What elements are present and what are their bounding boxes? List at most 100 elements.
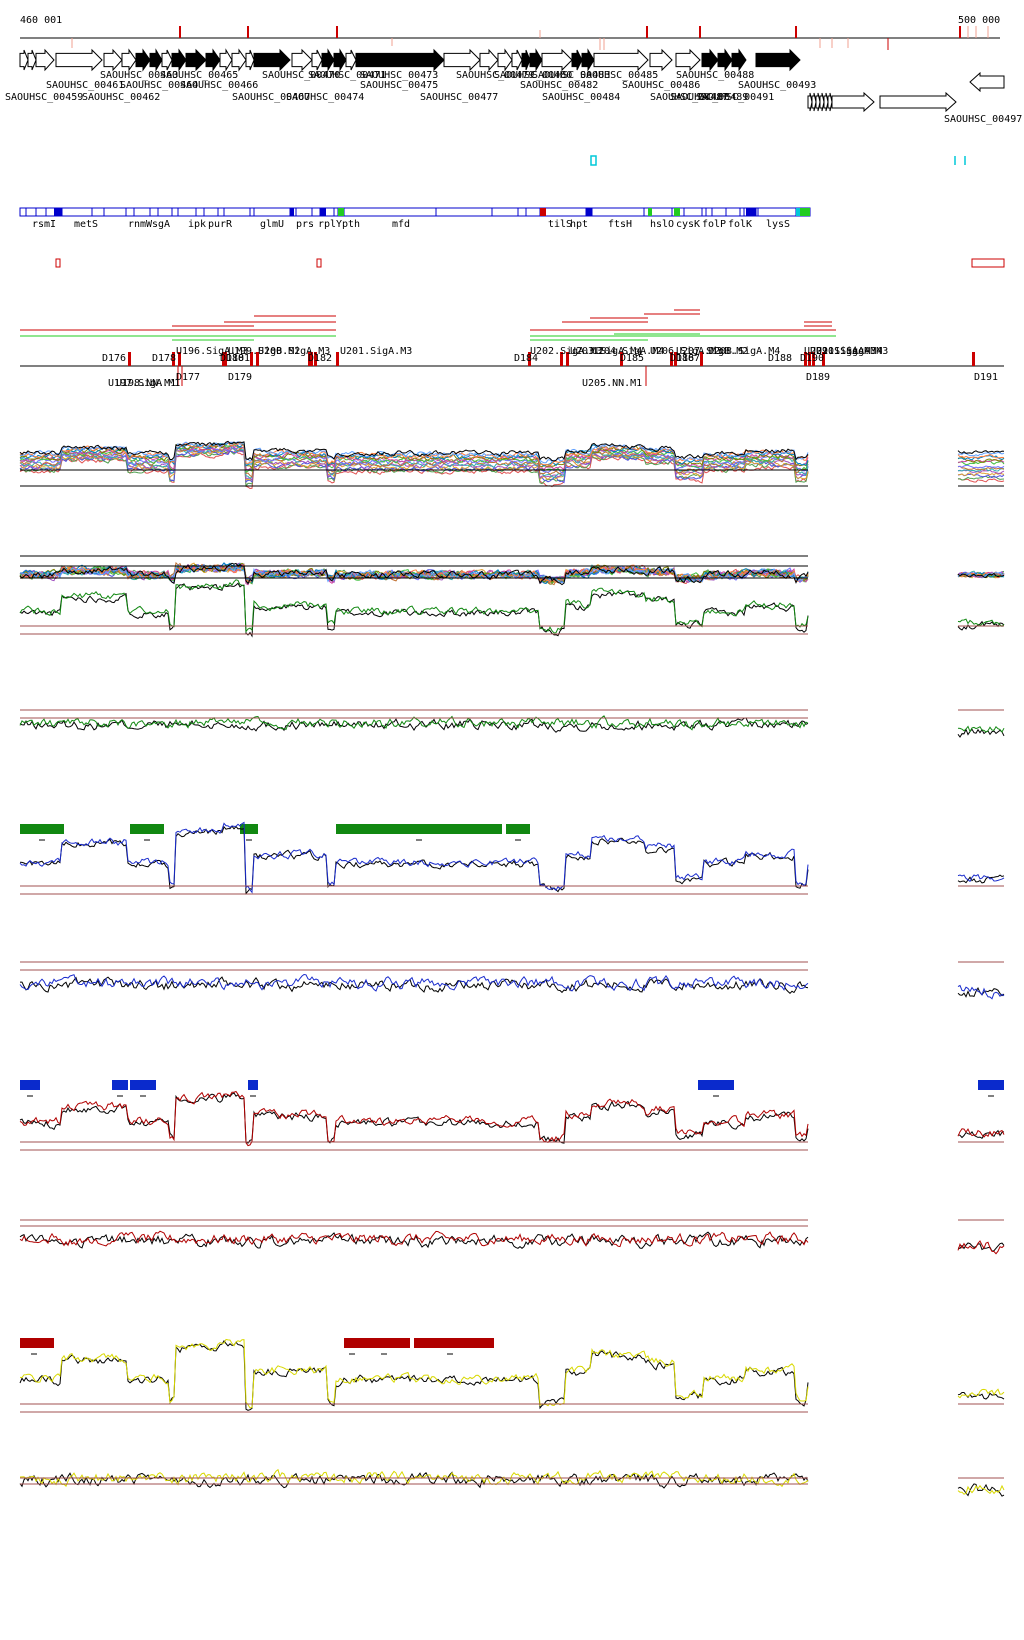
cds-strip xyxy=(19,207,811,217)
locus-tag-label: SAOUHSC_00485 xyxy=(580,70,658,81)
gene-name-label: hslO xyxy=(650,219,674,230)
signal-line xyxy=(19,1338,809,1409)
region-marker xyxy=(222,352,225,366)
region-marker xyxy=(700,352,703,366)
gene-arrow xyxy=(27,49,37,71)
region-u-label: U201.SigA.M3 xyxy=(340,346,412,357)
coordinate-ruler: 460 001 500 000 xyxy=(20,15,1000,50)
region-u-labels: U196.SigA.M3 U197.SigA.M1 U199.SigB.M2 U… xyxy=(108,346,888,389)
region-d-label: D177 xyxy=(176,372,200,383)
locus-tag-label: SAOUHSC_00480 xyxy=(494,70,572,81)
gene-name-label: rplY xyxy=(318,219,342,230)
signal-line xyxy=(19,821,809,894)
locus-tag-label: SAOUHSC_00487 xyxy=(650,92,728,103)
region-d-label: D176 xyxy=(102,353,126,364)
locus-tag-label: SAOUHSC_00488 xyxy=(676,70,754,81)
green-segment xyxy=(336,824,502,834)
gene-arrow-track xyxy=(19,48,1005,113)
gene-arrow xyxy=(823,92,829,112)
cds-highlight xyxy=(338,208,344,216)
cds-highlight xyxy=(54,208,62,216)
gene-arrow xyxy=(831,91,875,113)
green-segment xyxy=(506,824,530,834)
gene-arrow xyxy=(35,48,55,72)
multi-series-line-b xyxy=(19,563,809,584)
gene-name-labels: rsmI metS rnmW sgA ipk purR glmU prs rpl… xyxy=(32,219,790,230)
gene-arrow xyxy=(879,91,957,113)
region-marker xyxy=(822,352,825,366)
blue-segment xyxy=(978,1080,1004,1090)
region-u-label: U200.SigA.M3 xyxy=(258,346,330,357)
gene-name-label: prs xyxy=(296,219,314,230)
gene-arrow xyxy=(345,49,357,71)
signal-line xyxy=(19,1230,809,1248)
locus-tag-label: SAOUHSC_00479 xyxy=(456,70,534,81)
cds-highlight xyxy=(648,208,652,216)
gene-name-label: pth xyxy=(342,219,360,230)
signal-line xyxy=(19,579,809,634)
gene-arrow xyxy=(811,92,817,112)
gene-arrow xyxy=(291,48,313,72)
locus-tag-label: SAOUHSC_00470 xyxy=(262,70,340,81)
locus-tag-label: SAOUHSC_00483 xyxy=(532,70,610,81)
locus-tag-label: SAOUHSC_00491 xyxy=(696,92,774,103)
locus-tag-label: SAOUHSC_00471 xyxy=(308,70,386,81)
region-u-label: U206.SigA.M3 xyxy=(650,346,722,357)
signal-line-reference xyxy=(957,620,1005,631)
multi-series-line-a xyxy=(957,465,1005,471)
gene-arrow xyxy=(969,71,1005,93)
gene-arrow xyxy=(529,48,543,72)
multi-series-line-a xyxy=(957,453,1005,459)
region-marker xyxy=(224,352,227,366)
gene-name-label: folP xyxy=(702,219,726,230)
region-marker xyxy=(620,352,623,366)
multi-series-line-a xyxy=(19,440,809,462)
multi-series-line-b xyxy=(957,572,1005,578)
locus-tag-label: SAOUHSC_00462 xyxy=(82,92,160,103)
locus-tag-label: SAOUHSC_00466 xyxy=(180,80,258,91)
signal-line-reference xyxy=(957,728,1005,738)
region-marker xyxy=(528,352,531,366)
region-d-label: D185 xyxy=(620,353,644,364)
signal-line-reference xyxy=(19,825,809,895)
multi-series-line-a xyxy=(957,455,1005,461)
gene-arrow xyxy=(819,92,825,112)
locus-tag-label: SAOUHSC_00463 xyxy=(100,70,178,81)
gene-name-label: mfd xyxy=(392,219,410,230)
gene-name-label: metS xyxy=(74,219,98,230)
signal-line xyxy=(957,1240,1005,1255)
gene-arrow xyxy=(355,48,445,72)
multi-series-line-a xyxy=(19,441,809,466)
gene-arrow xyxy=(649,48,673,72)
region-marker xyxy=(310,352,313,366)
region-u-label: U211.SigA.M3 xyxy=(816,346,888,357)
gene-arrow xyxy=(675,48,701,72)
region-u-label: U210.SigA.M4 xyxy=(810,346,882,357)
signal-line-reference xyxy=(957,1392,1005,1400)
region-marker xyxy=(250,352,253,366)
signal-line xyxy=(19,973,809,992)
region-u-label: U205.NN.M1 xyxy=(582,378,642,389)
cds-highlight xyxy=(800,208,810,216)
region-d-label: D184 xyxy=(514,353,538,364)
signal-line xyxy=(957,873,1005,883)
region-marker xyxy=(178,352,181,366)
region-u-label: U199.SigB.M2 xyxy=(228,346,300,357)
multi-series-line-a xyxy=(957,469,1005,475)
locus-tag-label: SAOUHSC_00475 xyxy=(360,80,438,91)
signal-line-reference xyxy=(957,1129,1005,1139)
gene-arrow xyxy=(231,48,247,72)
cds-highlight xyxy=(674,208,680,216)
gene-arrow xyxy=(333,48,347,72)
region-marker xyxy=(314,352,317,366)
multi-series-line-a xyxy=(957,450,1005,454)
signal-line xyxy=(957,1128,1005,1138)
region-u-label: U207.SigB.M2 xyxy=(676,346,748,357)
locus-tag-label: SAOUHSC_00489 xyxy=(670,92,748,103)
gene-arrow xyxy=(479,48,499,72)
multi-series-line-a xyxy=(957,464,1005,469)
locus-tag-labels: SAOUHSC_00459 SAOUHSC_00461 SAOUHSC_0046… xyxy=(5,70,1022,125)
gene-name-label: tilS xyxy=(548,219,572,230)
multi-series-line-a xyxy=(957,478,1005,483)
